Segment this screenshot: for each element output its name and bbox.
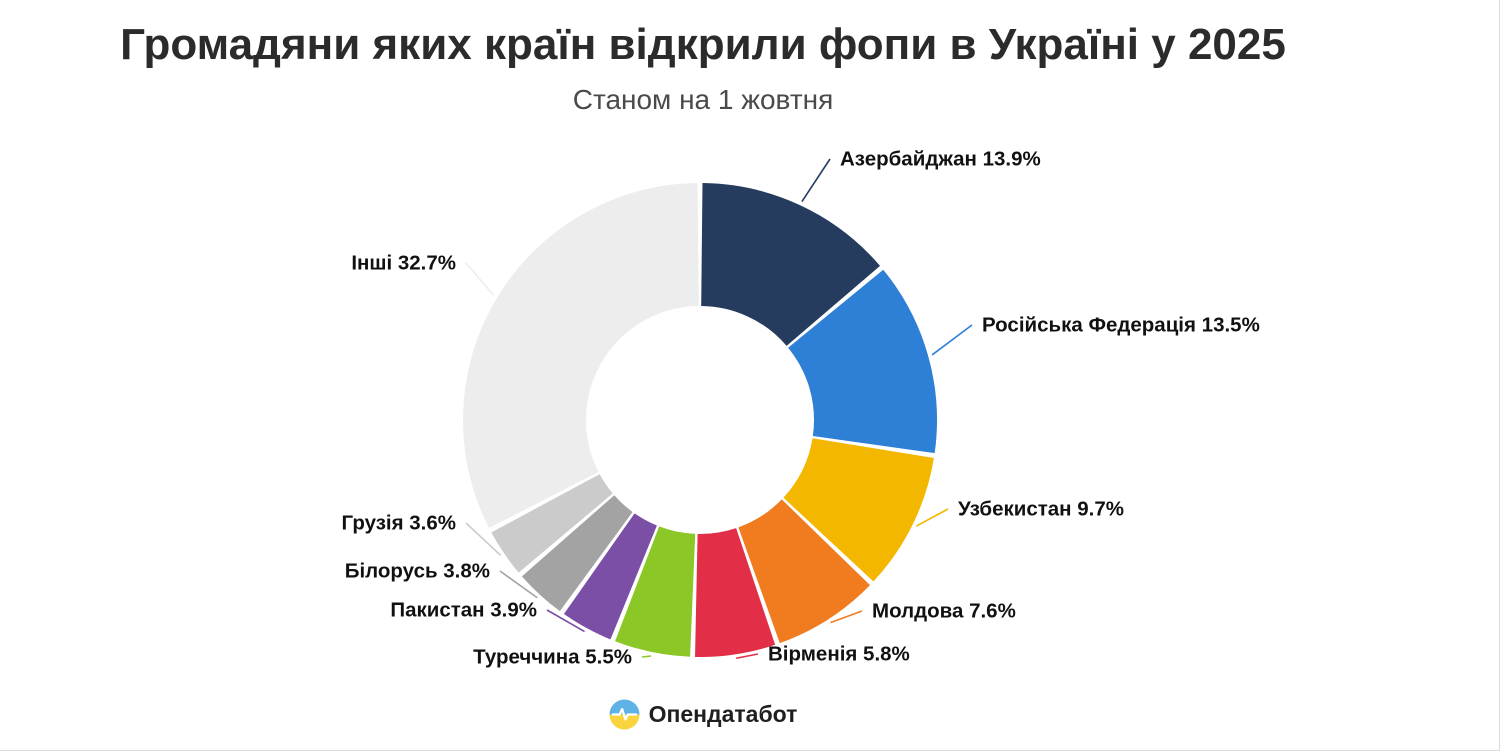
segment-label-1: Російська Федерація 13.5% (982, 314, 1260, 337)
segment-label-0: Азербайджан 13.9% (840, 148, 1041, 171)
segment-label-4: Вірменія 5.8% (768, 643, 910, 666)
brand-name: Опендатабот (648, 701, 798, 727)
donut-segment-8 (491, 472, 614, 573)
donut-segment-6 (563, 512, 659, 640)
segment-leader-line-5 (641, 655, 652, 658)
chart-title: Громадяни яких країн відкрили фопи в Укр… (120, 20, 1286, 69)
chart-subtitle: Станом на 1 жовтня (572, 84, 834, 115)
segment-leader-line-7 (499, 570, 538, 599)
donut-segment-4 (695, 527, 776, 657)
segment-leader-line-3 (830, 610, 863, 624)
segment-leader-line-9 (465, 262, 495, 296)
segment-leader-line-6 (546, 609, 585, 633)
segment-leader-line-2 (916, 508, 949, 527)
segment-leader-line-1 (931, 324, 973, 356)
opendatabot-logo-icon (609, 699, 640, 730)
segment-label-6: Пакистан 3.9% (390, 599, 537, 622)
segment-label-8: Грузія 3.6% (342, 512, 457, 535)
segment-leader-line-4 (736, 653, 759, 660)
donut-segment-5 (615, 525, 697, 657)
donut-segment-3 (736, 498, 871, 644)
segment-label-2: Узбекистан 9.7% (958, 498, 1124, 521)
segment-label-7: Білорусь 3.8% (345, 560, 490, 583)
segment-label-3: Молдова 7.6% (872, 600, 1016, 623)
segment-label-5: Туреччина 5.5% (473, 646, 632, 669)
donut-segment-2 (782, 436, 934, 582)
segment-label-9: Інші 32.7% (351, 252, 456, 275)
segment-leader-line-8 (465, 522, 502, 557)
segment-leader-line-0 (801, 158, 831, 203)
donut-segment-7 (521, 493, 634, 612)
donut-segment-9 (463, 183, 701, 528)
donut-segment-1 (787, 269, 937, 454)
donut-segment-0 (699, 183, 881, 348)
footer: Опендатабот (0, 699, 1406, 730)
